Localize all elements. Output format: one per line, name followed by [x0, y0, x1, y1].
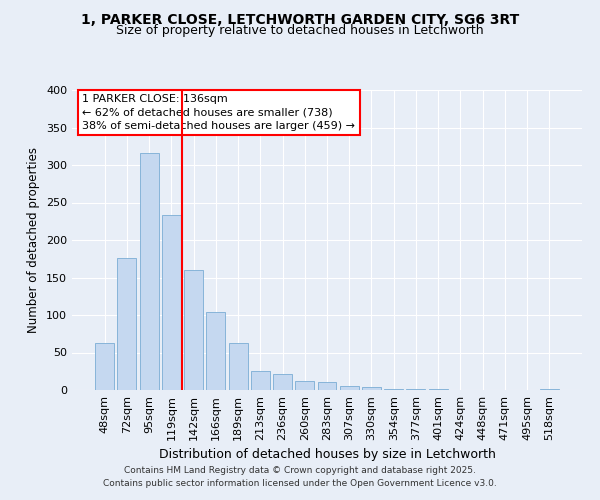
X-axis label: Distribution of detached houses by size in Letchworth: Distribution of detached houses by size … — [158, 448, 496, 462]
Text: 1, PARKER CLOSE, LETCHWORTH GARDEN CITY, SG6 3RT: 1, PARKER CLOSE, LETCHWORTH GARDEN CITY,… — [81, 12, 519, 26]
Bar — [273, 374, 292, 390]
Bar — [384, 388, 403, 390]
Bar — [362, 387, 381, 390]
Bar — [118, 258, 136, 390]
Text: Size of property relative to detached houses in Letchworth: Size of property relative to detached ho… — [116, 24, 484, 37]
Bar — [229, 343, 248, 390]
Bar — [429, 389, 448, 390]
Bar — [184, 270, 203, 390]
Text: Contains HM Land Registry data © Crown copyright and database right 2025.
Contai: Contains HM Land Registry data © Crown c… — [103, 466, 497, 487]
Bar — [140, 153, 158, 390]
Bar — [251, 371, 270, 390]
Bar — [406, 389, 425, 390]
Bar — [295, 381, 314, 390]
Bar — [340, 386, 359, 390]
Bar — [317, 382, 337, 390]
Y-axis label: Number of detached properties: Number of detached properties — [28, 147, 40, 333]
Bar — [206, 312, 225, 390]
Bar — [162, 214, 181, 390]
Bar — [95, 343, 114, 390]
Text: 1 PARKER CLOSE: 136sqm
← 62% of detached houses are smaller (738)
38% of semi-de: 1 PARKER CLOSE: 136sqm ← 62% of detached… — [82, 94, 355, 131]
Bar — [540, 389, 559, 390]
